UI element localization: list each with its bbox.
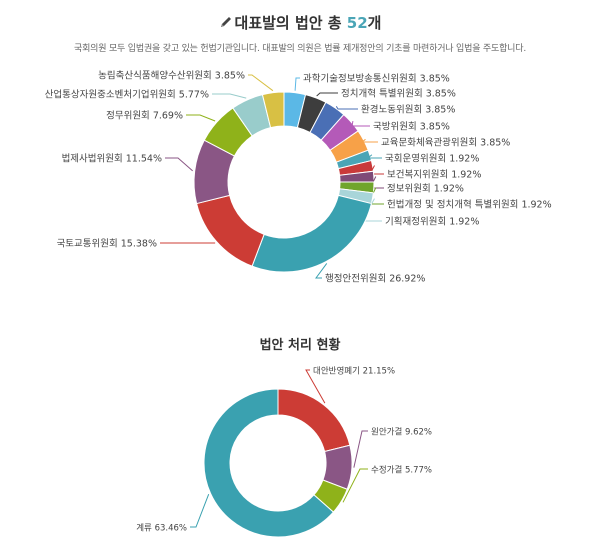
committee-leader-4: [360, 138, 378, 143]
status-label-3: 계류 63.46%: [136, 523, 187, 534]
bill-status-donut-chart: 대안반영폐기 21.15% 원안가결 9.62% 수정가결 5.77% 계류 63.4…: [136, 366, 432, 538]
status-leader-0: [305, 369, 326, 404]
committee-label-1: 정치개혁 특별위원회 3.85%: [341, 88, 456, 100]
committee-label-7: 정보위원회 1.92%: [387, 183, 464, 195]
status-slice-3[interactable]: [203, 388, 335, 538]
committee-label-3: 국방위원회 3.85%: [373, 121, 450, 133]
committee-slice-10[interactable]: [251, 194, 372, 273]
committee-leader-0: [294, 77, 300, 91]
committee-label-5: 국회운영위원회 1.92%: [385, 153, 479, 165]
committee-slice-11[interactable]: [196, 194, 265, 267]
subtitle: 국회의원 모두 입법권을 갖고 있는 헌법기관입니다. 대표발의 의원은 법률 …: [74, 44, 526, 54]
page-title: 대표발의 법안 총 52개: [0, 12, 600, 33]
committee-label-12: 법제사법위원회 11.54%: [62, 153, 162, 165]
header: 대표발의 법안 총 52개 국회의원 모두 입법권을 갖고 있는 헌법기관입니다…: [0, 12, 600, 54]
status-leader-2: [342, 468, 368, 503]
committee-label-2: 환경노동위원회 3.85%: [361, 104, 455, 116]
status-leader-3: [190, 494, 210, 528]
committee-label-15: 농림축산식품해양수산위원회 3.85%: [98, 70, 245, 82]
title-suffix: 개: [367, 14, 382, 32]
committee-label-9: 기획재정위원회 1.92%: [385, 216, 479, 228]
committee-label-8: 헌법개정 및 정치개혁 특별위원회 1.92%: [387, 199, 552, 211]
status-label-2: 수정가결 5.77%: [371, 465, 432, 476]
committee-label-0: 과학기술정보방송통신위원회 3.85%: [303, 73, 450, 85]
committee-leader-13: [186, 114, 216, 122]
committee-label-4: 교육문화체육관광위원회 3.85%: [381, 137, 510, 149]
committee-leader-2: [335, 106, 358, 110]
committee-leader-1: [316, 92, 338, 97]
committee-leader-10: [315, 263, 328, 279]
committee-leader-14: [212, 93, 247, 99]
committee-leader-12: [165, 157, 193, 172]
committee-label-13: 정무위원회 7.69%: [106, 110, 183, 122]
committee-slice-15[interactable]: [261, 91, 285, 129]
status-label-0: 대안반영폐기 21.15%: [313, 366, 395, 377]
committee-label-10: 행정안전위원회 26.92%: [325, 273, 425, 285]
chart2-title: 법안 처리 현황: [259, 338, 341, 353]
committee-label-14: 산업통상자원중소벤처기업위원회 5.77%: [45, 89, 209, 101]
committee-leader-5: [366, 154, 382, 159]
committee-label-11: 국토교통위원회 15.38%: [57, 238, 157, 250]
committee-leader-15: [248, 74, 274, 92]
status-leader-1: [353, 430, 368, 468]
title-count: 52: [346, 14, 368, 32]
committee-donut-chart: 과학기술정보방송통신위원회 3.85% 정치개혁 특별위원회 3.85% 환경노동위…: [45, 70, 552, 285]
committee-label-6: 보건복지위원회 1.92%: [387, 169, 481, 181]
committee-leader-3: [351, 120, 370, 127]
status-slice-0[interactable]: [277, 388, 351, 453]
pencil-icon: [220, 17, 231, 27]
title-prefix: 대표발의 법안 총: [234, 14, 347, 32]
status-label-1: 원안가결 9.62%: [371, 427, 432, 438]
